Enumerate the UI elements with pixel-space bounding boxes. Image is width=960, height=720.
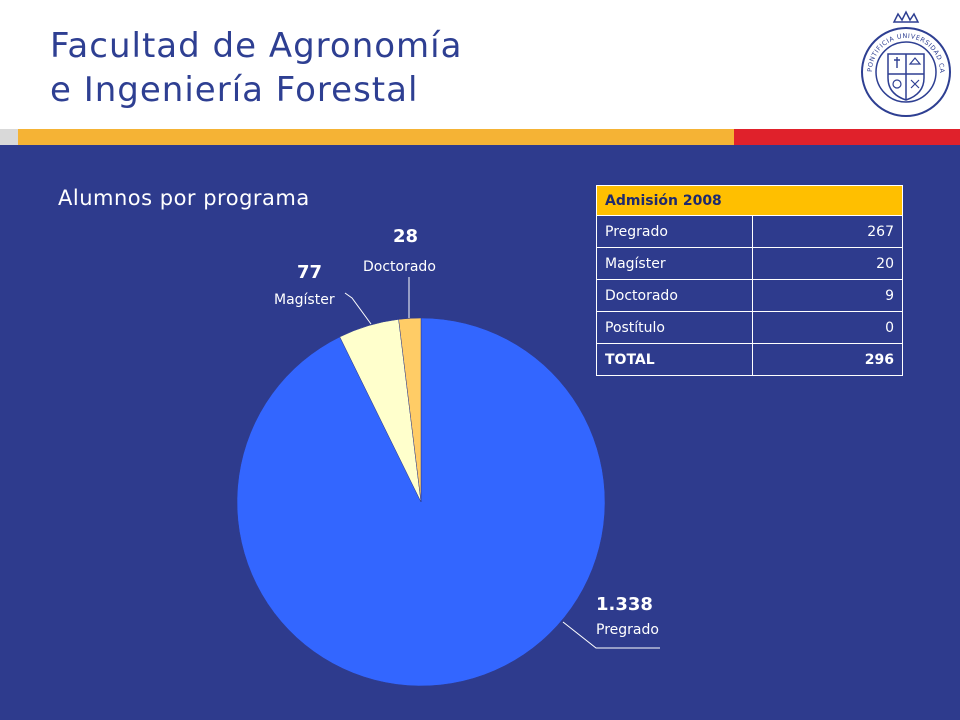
- accent-bar-red: [734, 129, 960, 145]
- data-label-name: Magíster: [274, 292, 335, 308]
- table-row: Pregrado 267: [596, 215, 903, 248]
- row-label: Pregrado: [596, 215, 753, 248]
- table-row: Doctorado 9: [596, 279, 903, 312]
- leader-line: [344, 292, 372, 325]
- accent-bar-orange: [18, 129, 734, 145]
- row-value: 9: [752, 279, 903, 312]
- data-label-value: 1.338: [596, 594, 653, 615]
- slide-header: Facultad de Agronomía e Ingeniería Fores…: [0, 0, 960, 128]
- row-value: 20: [752, 247, 903, 280]
- title-line-1: Facultad de Agronomía: [50, 26, 463, 66]
- data-label-name: Doctorado: [363, 259, 436, 275]
- total-value: 296: [752, 343, 903, 376]
- row-label: Postítulo: [596, 311, 753, 344]
- table-row: Postítulo 0: [596, 311, 903, 344]
- table-row: Magíster 20: [596, 247, 903, 280]
- chart-subtitle: Alumnos por programa: [58, 186, 310, 210]
- pie-slice-doctorado: [398, 317, 422, 503]
- row-value: 0: [752, 311, 903, 344]
- data-label-value: 77: [297, 262, 322, 283]
- university-seal-logo: PONTIFICIA UNIVERSIDAD CATÓLICA DE CHILE: [858, 8, 951, 117]
- admission-table: Admisión 2008 Pregrado 267 Magíster 20 D…: [596, 185, 903, 376]
- accent-bar-gray: [0, 129, 18, 145]
- total-label: TOTAL: [596, 343, 753, 376]
- row-label: Doctorado: [596, 279, 753, 312]
- table-total-row: TOTAL 296: [596, 343, 903, 376]
- data-label-value: 28: [393, 226, 418, 247]
- table-header: Admisión 2008: [596, 185, 903, 216]
- leader-line: [562, 621, 660, 649]
- row-label: Magíster: [596, 247, 753, 280]
- table-header-row: Admisión 2008: [596, 185, 903, 216]
- title-line-2: e Ingeniería Forestal: [50, 70, 419, 110]
- data-label-name: Pregrado: [596, 622, 659, 638]
- row-value: 267: [752, 215, 903, 248]
